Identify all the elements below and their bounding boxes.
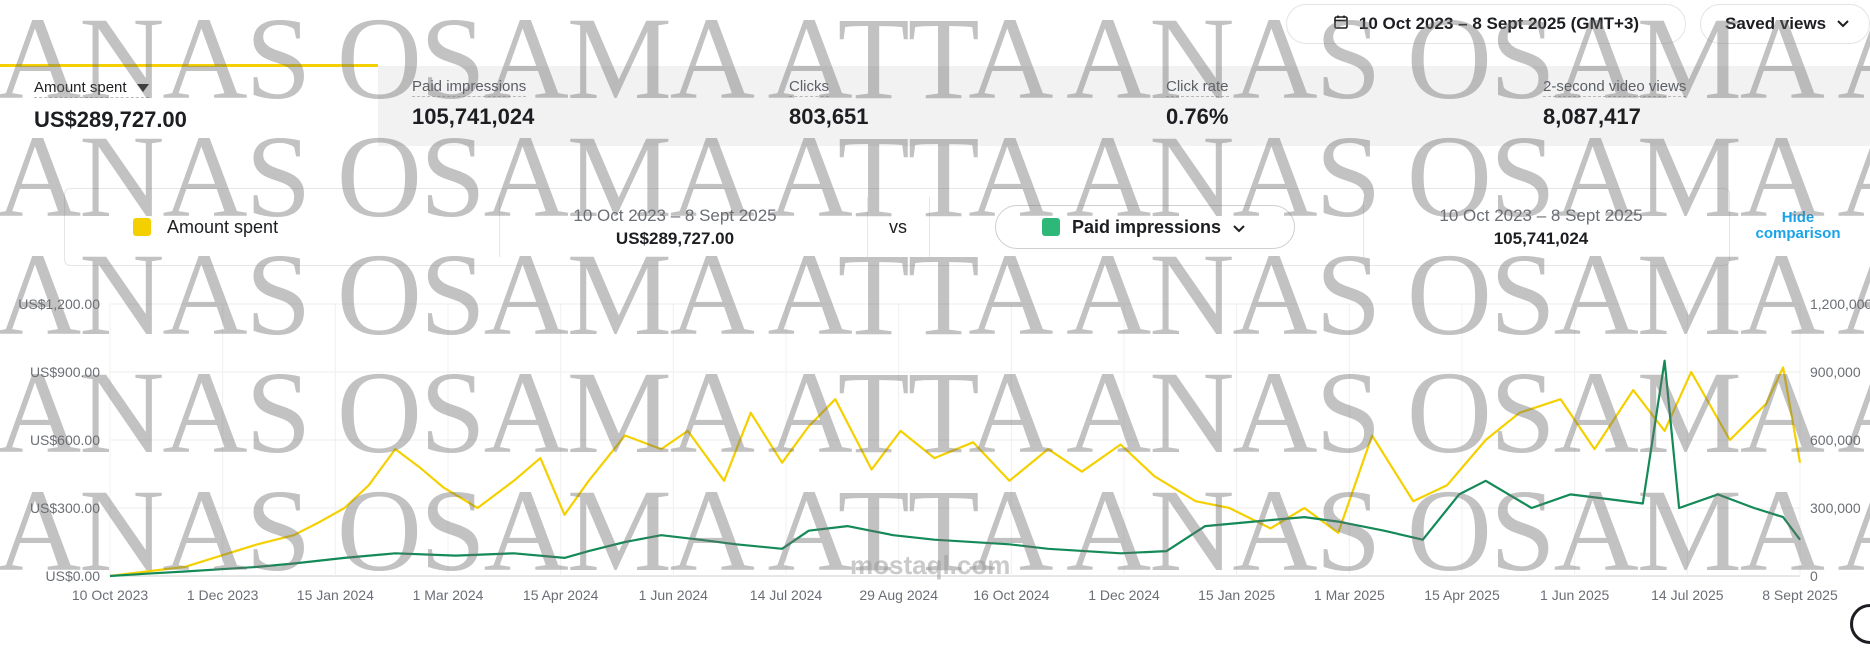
vs-label: vs [889,217,907,237]
metric-label: Clicks [789,78,829,97]
series-line-paid-impressions [109,359,1801,578]
x-tick-label: 1 Jun 2024 [639,587,708,603]
metric-amount-spent[interactable]: Amount spent US$289,727.00 [0,64,378,151]
y-axis-right: 0 300,000 600,000 900,000 1,200,000 [1810,296,1870,584]
chart-grid [109,303,1801,577]
y-right-tick-label: 0 [1810,568,1818,584]
primary-value: US$289,727.00 [615,229,735,248]
x-tick-label: 8 Sept 2025 [1762,587,1838,603]
x-tick-label: 1 Dec 2023 [187,587,259,603]
comparison-bar: Amount spent 10 Oct 2023 – 8 Sept 2025 U… [64,188,1730,266]
divider [499,197,500,257]
x-tick-label: 29 Aug 2024 [859,587,938,603]
x-tick-label: 1 Jun 2025 [1540,587,1609,603]
chart-series [109,359,1802,578]
primary-metric-label: Amount spent [167,217,279,237]
x-tick-label: 15 Apr 2025 [1424,587,1500,603]
y-left-tick-label: US$600.00 [30,432,100,448]
metric-click-rate[interactable]: Click rate 0.76% [1166,66,1526,146]
saved-views-label: Saved views [1725,14,1827,33]
x-tick-label: 1 Mar 2025 [1314,587,1385,603]
hide-comparison-link[interactable]: Hide comparison [1706,210,1870,242]
saved-views-button[interactable]: Saved views [1700,4,1870,44]
amount-spent-legend-swatch [133,218,151,236]
y-right-tick-label: 300,000 [1810,500,1861,516]
x-tick-label: 14 Jul 2024 [750,587,823,603]
secondary-value: 105,741,024 [1493,229,1589,248]
metrics-summary-row: Amount spent US$289,727.00 Paid impressi… [0,64,1870,151]
comparison-metric-select[interactable]: Paid impressions [995,205,1295,249]
x-tick-label: 15 Jan 2024 [297,587,374,603]
x-tick-label: 10 Oct 2023 [72,587,148,603]
x-tick-label: 1 Mar 2024 [413,587,484,603]
x-tick-label: 15 Jan 2025 [1198,587,1275,603]
hide-comparison-line1: Hide [1781,209,1815,226]
metric-label: 2-second video views [1543,78,1687,97]
divider [929,197,930,257]
series-line-amount-spent [109,366,1802,578]
y-right-tick-label: 1,200,000 [1810,296,1870,312]
line-chart: US$0.00 US$300.00 US$600.00 US$900.00 US$1,2… [18,296,1870,603]
y-left-tick-label: US$0.00 [46,568,101,584]
metric-label: Paid impressions [412,78,527,97]
watermark-logo: mostaql.com [850,550,1011,580]
x-tick-label: 16 Oct 2024 [973,587,1049,603]
chevron-down-icon [1836,14,1850,34]
y-left-tick-label: US$900.00 [30,364,100,380]
x-tick-label: 15 Apr 2024 [523,587,599,603]
x-axis: 10 Oct 2023 1 Dec 2023 15 Jan 2024 1 Mar 20… [72,587,1838,603]
y-left-tick-label: US$1,200.00 [18,296,100,312]
metric-value: 803,651 [789,104,869,129]
metric-value: 0.76% [1166,104,1229,129]
paid-impressions-legend-swatch [1042,218,1060,236]
metric-video-views[interactable]: 2-second video views 8,087,417 [1543,66,1863,146]
y-right-tick-label: 900,000 [1810,364,1861,380]
divider [867,197,868,257]
y-left-tick-label: US$300.00 [30,500,100,516]
date-range-picker[interactable]: 10 Oct 2023 – 8 Sept 2025 (GMT+3) [1286,4,1686,44]
x-tick-label: 1 Dec 2024 [1088,587,1160,603]
metric-paid-impressions[interactable]: Paid impressions 105,741,024 [412,66,772,146]
metric-clicks[interactable]: Clicks 803,651 [789,66,1149,146]
metric-label: Click rate [1166,78,1229,97]
date-range-label: 10 Oct 2023 – 8 Sept 2025 (GMT+3) [1358,14,1640,33]
hide-comparison-line2: comparison [1755,225,1841,242]
calendar-icon [1333,14,1349,35]
x-tick-label: 14 Jul 2025 [1651,587,1724,603]
y-axis-left: US$0.00 US$300.00 US$600.00 US$900.00 US$1,2… [18,296,100,584]
primary-range: 10 Oct 2023 – 8 Sept 2025 [573,206,777,225]
metric-value: 8,087,417 [1543,104,1641,129]
metric-label: Amount spent [34,79,149,98]
y-right-tick-label: 600,000 [1810,432,1861,448]
metric-value: US$289,727.00 [34,107,187,132]
metric-value: 105,741,024 [412,104,535,129]
secondary-metric-label: Paid impressions [1072,217,1222,237]
secondary-range: 10 Oct 2023 – 8 Sept 2025 [1439,206,1643,225]
chevron-down-icon [1232,221,1246,239]
caret-down-icon [136,84,149,93]
divider [1363,197,1364,257]
